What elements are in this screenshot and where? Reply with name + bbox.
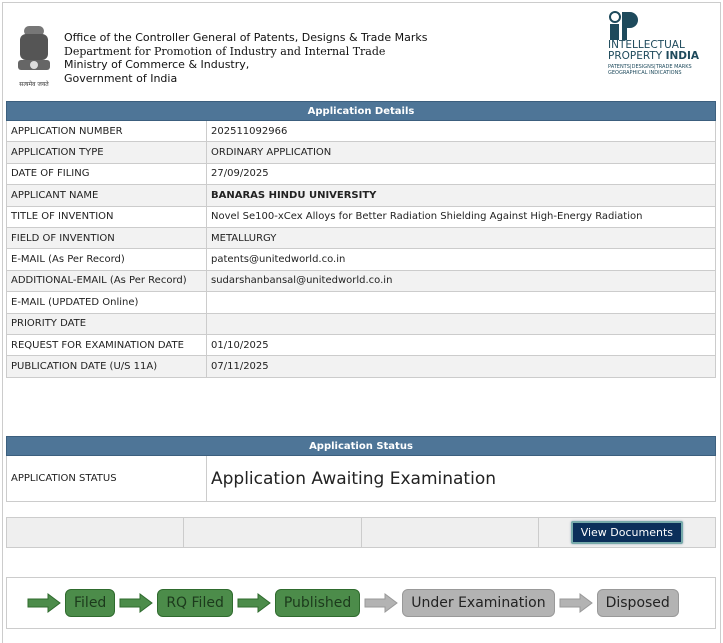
heading-line: Ministry of Commerce & Industry, [64,58,250,71]
row-value: patents@unitedworld.co.in [206,248,716,271]
logo-text: PROPERTY [608,50,666,62]
ip-india-logo-icon [609,11,638,40]
row-label: PRIORITY DATE [6,312,207,335]
stage-filed: Filed [65,589,116,617]
row-label: DATE OF FILING [6,162,207,186]
stage-published: Published [274,589,361,617]
table-row: ADDITIONAL-EMAIL (As Per Record) sudarsha… [6,269,716,293]
ip-india-logo: INTELLECTUAL PROPERTY INDIA PATENTS|DESIG… [608,10,713,80]
logo-text: INDIA [665,50,700,62]
row-value: 27/09/2025 [206,162,716,186]
row-label: PUBLICATION DATE (U/S 11A) [6,355,207,378]
logo-text: INTELLECTUAL [608,39,685,51]
view-documents-button[interactable]: View Documents [570,521,684,544]
row-value: 202511092966 [206,119,716,143]
heading-line: Government of India [64,71,178,85]
row-label: E-MAIL (UPDATED Online) [6,291,207,314]
row-label: E-MAIL (As Per Record) [6,248,207,271]
arrow-right-icon [364,593,399,613]
row-value [206,312,716,335]
status-title: Application Status [6,436,716,456]
stage-disposed: Disposed [596,589,679,617]
table-row: APPLICATION NUMBER 202511092966 [6,119,716,143]
row-label: ADDITIONAL-EMAIL (As Per Record) [6,269,207,293]
table-row: APPLICATION TYPE ORDINARY APPLICATION [6,141,716,164]
row-label: REQUEST FOR EXAMINATION DATE [6,333,207,357]
table-row: TITLE OF INVENTION Novel Se100-xCex Alloy… [6,205,716,228]
table-row: FIELD OF INVENTION METALLURGY [6,226,716,250]
arrow-right-icon [237,593,271,613]
table-row: PRIORITY DATE [6,312,716,335]
national-emblem-icon: सत्यमेव जयते [18,26,50,88]
row-value: ORDINARY APPLICATION [206,141,716,164]
row-value [206,291,716,314]
row-label: FIELD OF INVENTION [6,226,207,250]
table-row: PUBLICATION DATE (U/S 11A) 07/11/2025 [6,355,716,378]
table-row: E-MAIL (As Per Record) patents@unitedworl… [6,248,716,271]
progress-tracker: Filed RQ Filed Published Under Examination D… [6,577,716,629]
status-label: APPLICATION STATUS [6,455,207,502]
table-row: REQUEST FOR EXAMINATION DATE 01/10/2025 [6,333,716,357]
application-status-table: Application Status APPLICATION STATUS Ap… [6,436,716,502]
details-title: Application Details [6,101,716,121]
table-row: DATE OF FILING 27/09/2025 [6,162,716,186]
logo-text: GEOGRAPHICAL INDICATIONS [608,70,682,76]
table-row: E-MAIL (UPDATED Online) [6,291,716,314]
stage-rq-filed: RQ Filed [157,589,233,617]
stage-under-examination: Under Examination [402,589,555,617]
logo-text: PATENTS|DESIGNS|TRADE MARKS [608,64,692,70]
row-value: METALLURGY [206,226,716,250]
row-label: APPLICATION NUMBER [6,119,207,143]
row-label: TITLE OF INVENTION [6,205,207,228]
arrow-right-icon [119,593,154,613]
arrow-right-icon [559,593,593,613]
row-value: sudarshanbansal@unitedworld.co.in [206,269,716,293]
table-row: APPLICANT NAME BANARAS HINDU UNIVERSITY [6,184,716,207]
row-value: BANARAS HINDU UNIVERSITY [206,184,716,207]
row-value: Novel Se100-xCex Alloys for Better Radia… [206,205,716,228]
heading-line: Department for Promotion of Industry and… [64,44,386,58]
status-value: Application Awaiting Examination [206,455,716,502]
documents-row: View Documents [6,517,716,548]
application-details-table: Application Details APPLICATION NUMBER 20… [6,101,716,378]
arrow-right-icon [27,593,61,613]
row-label: APPLICATION TYPE [6,141,207,164]
row-value: 01/10/2025 [206,333,716,357]
row-value: 07/11/2025 [206,355,716,378]
office-heading: Office of the Controller General of Pate… [64,31,428,85]
row-label: APPLICANT NAME [6,184,207,207]
svg-text:सत्यमेव जयते: सत्यमेव जयते [19,80,49,88]
heading-line: Office of the Controller General of Pate… [64,31,428,44]
